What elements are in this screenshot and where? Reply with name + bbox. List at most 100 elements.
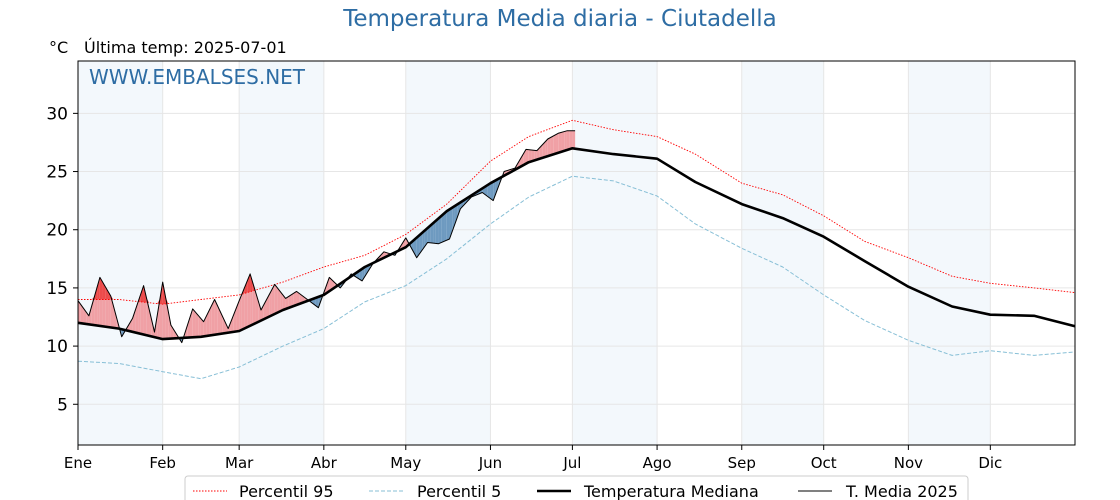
below-median-fill — [490, 181, 494, 201]
watermark-text: WWW.EMBALSES.NET — [89, 65, 306, 89]
below-median-fill — [446, 209, 450, 241]
above-median-fill — [269, 289, 272, 317]
above-median-fill — [547, 137, 551, 157]
above-median-fill — [542, 141, 546, 158]
legend-label-p5: Percentil 5 — [417, 482, 501, 500]
above-p95-fill — [140, 285, 144, 303]
above-median-fill — [149, 308, 152, 337]
above-median-fill — [569, 130, 573, 150]
above-median-fill — [236, 300, 240, 332]
above-median-fill — [266, 294, 270, 318]
above-median-fill — [211, 299, 215, 336]
above-median-fill — [138, 293, 141, 334]
above-median-fill — [217, 305, 221, 335]
y-axis: 5 10 15 20 25 30 — [46, 104, 78, 415]
above-median-fill — [293, 291, 297, 306]
above-median-fill — [329, 277, 333, 292]
month-band — [908, 61, 991, 445]
above-median-fill — [285, 296, 289, 310]
above-median-fill — [241, 287, 245, 330]
above-median-fill — [258, 301, 262, 322]
above-median-fill — [274, 284, 278, 314]
above-median-fill — [157, 298, 160, 339]
above-median-fill — [83, 308, 87, 324]
above-median-fill — [195, 312, 199, 338]
above-p95-fill — [244, 280, 248, 294]
above-p95-fill — [250, 273, 253, 292]
above-p95-fill — [105, 286, 109, 300]
x-tick-label: Nov — [894, 454, 923, 472]
above-median-fill — [291, 293, 294, 307]
above-median-fill — [299, 293, 302, 304]
above-median-fill — [282, 294, 286, 311]
month-band — [78, 61, 163, 445]
above-p95-fill — [247, 273, 251, 293]
below-median-fill — [441, 213, 445, 243]
legend-label-p95: Percentil 95 — [239, 482, 334, 500]
month-band — [572, 61, 658, 445]
legend-label-median: Temperatura Mediana — [583, 482, 759, 500]
p95-line — [78, 119, 1076, 305]
below-median-fill — [493, 180, 496, 201]
above-median-fill — [132, 310, 136, 333]
below-median-fill — [427, 225, 431, 243]
above-median-fill — [252, 282, 256, 325]
above-median-fill — [230, 314, 234, 333]
legend-label-current: T. Media 2025 — [845, 482, 958, 500]
above-median-fill — [520, 154, 524, 167]
above-median-fill — [239, 294, 242, 331]
above-median-fill — [280, 291, 283, 312]
above-median-fill — [531, 150, 535, 162]
above-median-fill — [558, 132, 562, 153]
above-median-fill — [220, 311, 223, 334]
above-median-fill — [288, 294, 292, 309]
above-median-fill — [539, 144, 543, 159]
below-median-fill — [444, 211, 447, 242]
above-p95-fill — [99, 277, 103, 300]
below-median-fill — [484, 184, 488, 197]
below-median-fill — [435, 218, 439, 244]
x-axis: Ene Feb Mar Abr May Jun Jul Ago Sep Oct Nov Dic — [64, 445, 1002, 472]
above-median-fill — [165, 296, 169, 339]
below-median-fill — [438, 215, 442, 244]
y-tick-label: 10 — [46, 337, 68, 357]
x-tick-label: Jun — [478, 454, 502, 472]
above-median-fill — [545, 138, 548, 157]
last-temp-label: Última temp: 2025-07-01 — [84, 38, 287, 57]
series-lines — [77, 119, 1076, 380]
below-median-fill — [364, 265, 368, 277]
y-unit-label: °C — [49, 38, 69, 57]
above-median-fill — [566, 130, 570, 151]
above-median-fill — [536, 147, 540, 160]
above-median-fill — [556, 133, 559, 154]
y-tick-label: 15 — [46, 279, 68, 299]
below-median-fill — [424, 227, 428, 247]
y-tick-label: 20 — [46, 221, 68, 241]
above-p95-fill — [97, 277, 100, 300]
below-median-fill — [413, 237, 417, 258]
above-median-fill — [78, 300, 81, 324]
above-median-fill — [525, 149, 529, 164]
below-median-fill — [430, 223, 434, 244]
x-tick-label: Feb — [149, 454, 176, 472]
above-median-fill — [222, 317, 226, 334]
x-tick-label: Sep — [728, 454, 756, 472]
above-median-fill — [173, 329, 177, 339]
below-median-fill — [416, 235, 420, 258]
below-median-fill — [487, 183, 491, 199]
above-median-fill — [271, 284, 275, 316]
below-median-fill — [433, 220, 436, 244]
above-median-fill — [550, 136, 554, 156]
chart-title: Temperatura Media diaria - Ciutadella — [343, 6, 777, 32]
median-line — [77, 147, 1076, 341]
below-median-fill — [422, 230, 425, 251]
above-median-fill — [564, 130, 567, 151]
month-band — [239, 61, 324, 445]
legend: Percentil 95 Percentil 5 Temperatura Media… — [184, 475, 969, 500]
above-p95-fill — [271, 284, 275, 286]
p5-line — [77, 175, 1076, 380]
below-median-fill — [495, 178, 499, 194]
x-tick-label: Abr — [311, 454, 338, 472]
current-year-line — [77, 130, 576, 344]
plot-frame — [77, 60, 1076, 446]
